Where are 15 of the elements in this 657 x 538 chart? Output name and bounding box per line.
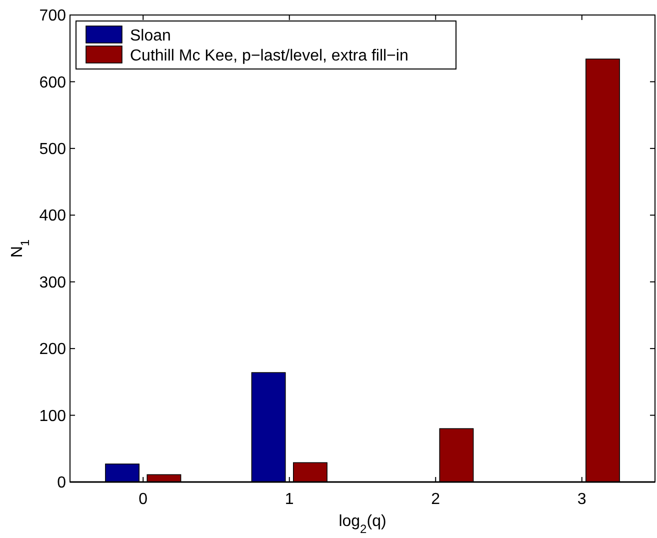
y-tick-label: 600	[39, 74, 66, 92]
x-tick-label: 1	[284, 491, 294, 508]
x-tick-label: 3	[577, 491, 586, 508]
y-tick-label: 100	[39, 408, 66, 425]
x-axis-title: log$_{2}$(q)	[338, 513, 386, 536]
y-tick-label: 200	[39, 341, 66, 358]
y-tick-label: 700	[39, 8, 66, 25]
x-tick-label: 0	[138, 491, 148, 508]
y-tick-label: 300	[39, 274, 66, 292]
y-tick-label: 500	[39, 141, 66, 158]
y-tick-label: 400	[39, 208, 66, 225]
y-tick-label: 0	[57, 474, 66, 492]
legend-label: Sloan	[130, 28, 171, 45]
legend-label: Cuthill Mc Kee, p−last/level, extra fill−in	[130, 48, 408, 65]
x-tick-label: 2	[431, 491, 440, 508]
